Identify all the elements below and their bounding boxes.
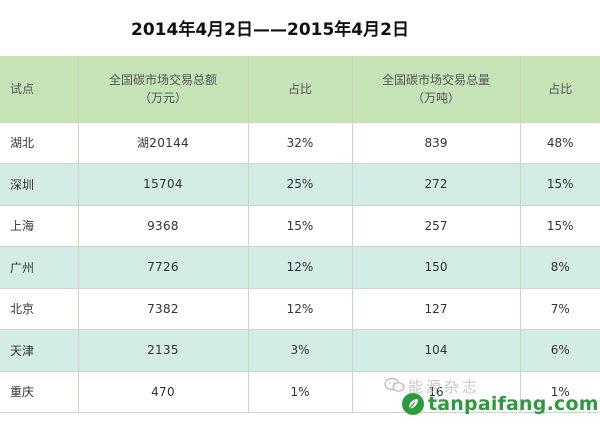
cell-region: 湖北 bbox=[0, 122, 79, 164]
cell-volume-share: 48% bbox=[520, 122, 600, 164]
cell-amount-share: 3% bbox=[248, 329, 353, 372]
header-trade-volume-unit: （万吨） bbox=[411, 90, 460, 105]
cell-region: 重庆 bbox=[0, 371, 79, 413]
header-trade-amount: 全国碳市场交易总额 （万元） bbox=[78, 56, 249, 123]
cell-amount: 2135 bbox=[78, 329, 249, 372]
tanpaifang-logo bbox=[402, 393, 424, 415]
cell-amount-share: 1% bbox=[248, 371, 353, 413]
cell-volume: 257 bbox=[352, 205, 521, 247]
cell-amount: 470 bbox=[78, 371, 249, 413]
table-row: 上海 9368 15% 257 15% bbox=[0, 205, 600, 247]
page-title: 2014年4月2日——2015年4月2日 bbox=[131, 20, 409, 40]
cell-amount-share: 12% bbox=[248, 288, 353, 330]
cell-region: 北京 bbox=[0, 288, 79, 330]
cell-amount: 7726 bbox=[78, 246, 249, 289]
cell-volume: 272 bbox=[352, 163, 521, 206]
cell-volume-share: 15% bbox=[520, 163, 600, 206]
cell-volume: 127 bbox=[352, 288, 521, 330]
cell-volume-share: 6% bbox=[520, 329, 600, 372]
cell-region: 广州 bbox=[0, 246, 79, 289]
cell-volume-share: 8% bbox=[520, 246, 600, 289]
header-trade-amount-unit: （万元） bbox=[138, 90, 187, 105]
header-trade-volume: 全国碳市场交易总量 （万吨） bbox=[352, 56, 521, 123]
table-row: 天津 2135 3% 104 6% bbox=[0, 329, 600, 372]
brand-text: tanpaifang.com bbox=[428, 393, 599, 415]
cell-region: 天津 bbox=[0, 329, 79, 372]
table-row: 重庆 470 1% 16 1% bbox=[0, 371, 600, 413]
cell-volume: 839 bbox=[352, 122, 521, 164]
cell-region: 上海 bbox=[0, 205, 79, 247]
watermark-text: 能源杂志 bbox=[408, 378, 481, 396]
table-header-row: 试点 全国碳市场交易总额 （万元） 占比 全国碳市场交易总量 （万吨） 占比 bbox=[0, 56, 600, 123]
cell-region: 深圳 bbox=[0, 163, 79, 206]
leaf-icon bbox=[408, 399, 418, 410]
header-trade-volume-title: 全国碳市场交易总量 bbox=[381, 72, 490, 87]
cell-amount-share: 12% bbox=[248, 246, 353, 289]
cell-amount: 9368 bbox=[78, 205, 249, 247]
table-row: 深圳 15704 25% 272 15% bbox=[0, 163, 600, 206]
cell-volume-share: 7% bbox=[520, 288, 600, 330]
header-trade-amount-title: 全国碳市场交易总额 bbox=[108, 72, 217, 87]
header-region: 试点 bbox=[0, 56, 79, 123]
table-row: 广州 7726 12% 150 8% bbox=[0, 246, 600, 289]
table-row: 湖北 湖20144 32% 839 48% bbox=[0, 122, 600, 164]
header-volume-share: 占比 bbox=[520, 56, 600, 123]
table-row: 北京 7382 12% 127 7% bbox=[0, 288, 600, 330]
cell-amount-share: 25% bbox=[248, 163, 353, 206]
cell-volume: 150 bbox=[352, 246, 521, 289]
carbon-market-table: 试点 全国碳市场交易总额 （万元） 占比 全国碳市场交易总量 （万吨） 占比 湖… bbox=[0, 56, 600, 413]
cell-amount-share: 15% bbox=[248, 205, 353, 247]
cell-volume: 104 bbox=[352, 329, 521, 372]
cell-volume-share: 1% bbox=[520, 371, 600, 413]
cell-volume: 16 bbox=[352, 371, 521, 413]
header-amount-share: 占比 bbox=[248, 56, 353, 123]
cell-amount-share: 32% bbox=[248, 122, 353, 164]
wechat-icon bbox=[384, 377, 405, 392]
brand-watermark: tanpaifang.com bbox=[402, 393, 599, 415]
cell-amount: 湖20144 bbox=[78, 122, 249, 164]
cell-amount: 15704 bbox=[78, 163, 249, 206]
cell-amount: 7382 bbox=[78, 288, 249, 330]
cell-volume-share: 15% bbox=[520, 205, 600, 247]
